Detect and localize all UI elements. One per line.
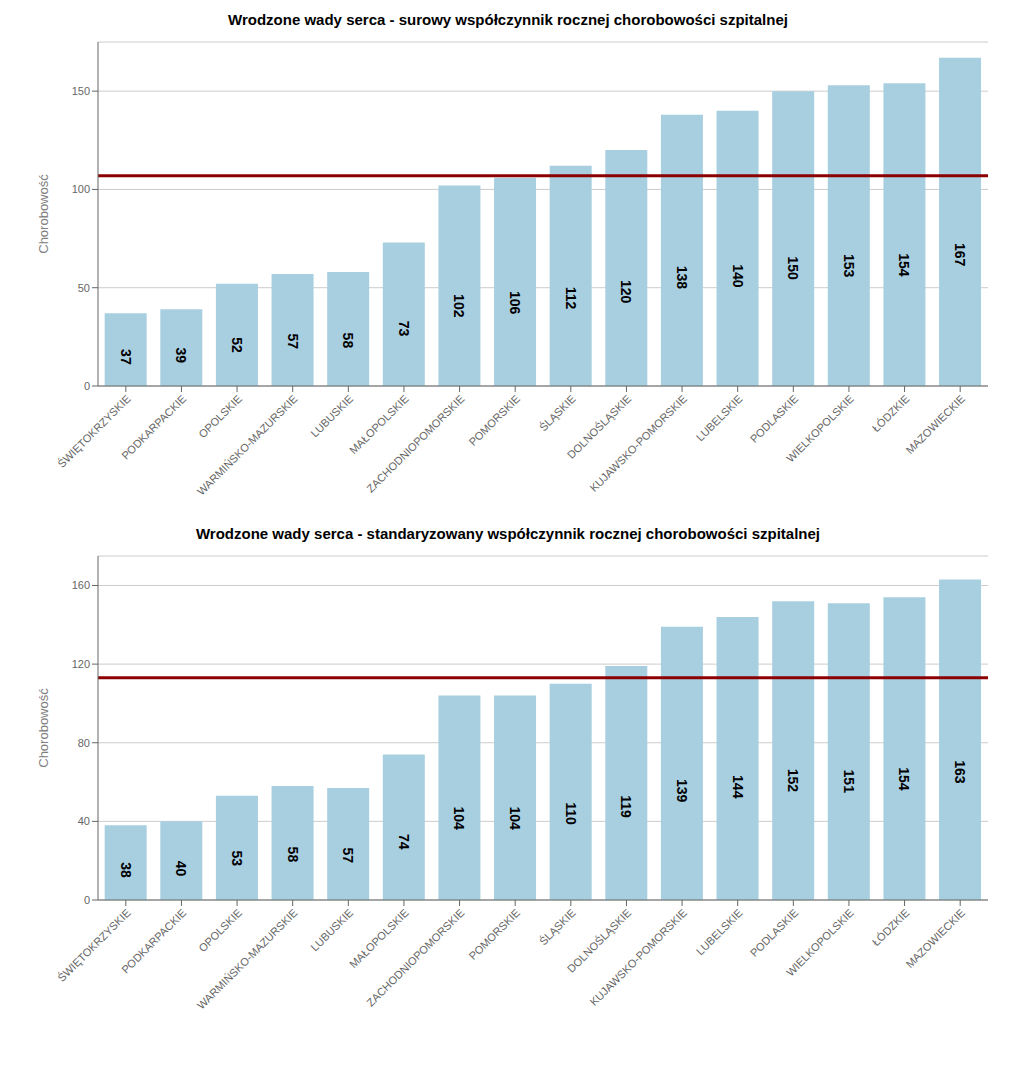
- svg-text:OPOLSKIE: OPOLSKIE: [196, 392, 244, 440]
- svg-text:104: 104: [451, 807, 467, 831]
- svg-text:144: 144: [730, 775, 746, 799]
- svg-text:110: 110: [563, 802, 579, 825]
- svg-text:58: 58: [285, 847, 301, 863]
- svg-text:139: 139: [674, 779, 690, 803]
- svg-text:Chorobowość: Chorobowość: [36, 174, 51, 254]
- svg-text:167: 167: [952, 243, 968, 267]
- svg-text:39: 39: [173, 348, 189, 364]
- svg-text:57: 57: [285, 333, 301, 349]
- svg-text:112: 112: [563, 287, 579, 310]
- svg-text:ŚLĄSKIE: ŚLĄSKIE: [537, 392, 578, 433]
- svg-text:WIELKOPOLSKIE: WIELKOPOLSKIE: [784, 906, 856, 978]
- svg-text:MAZOWIECKIE: MAZOWIECKIE: [903, 392, 967, 456]
- svg-text:102: 102: [451, 294, 467, 318]
- svg-text:153: 153: [841, 254, 857, 278]
- svg-text:52: 52: [229, 337, 245, 353]
- svg-text:40: 40: [78, 815, 90, 827]
- svg-text:74: 74: [396, 834, 412, 850]
- svg-text:PODLASKIE: PODLASKIE: [748, 906, 801, 959]
- svg-text:104: 104: [507, 807, 523, 831]
- svg-text:57: 57: [340, 847, 356, 863]
- svg-text:154: 154: [896, 253, 912, 277]
- svg-text:PODKARPACKIE: PODKARPACKIE: [119, 392, 188, 461]
- svg-text:120: 120: [72, 658, 90, 670]
- svg-text:ŚWIĘTOKRZYSKIE: ŚWIĘTOKRZYSKIE: [55, 906, 132, 983]
- svg-text:38: 38: [118, 862, 134, 878]
- svg-text:119: 119: [618, 795, 634, 818]
- svg-text:ŚWIĘTOKRZYSKIE: ŚWIĘTOKRZYSKIE: [55, 392, 132, 469]
- svg-text:ZACHODNIOPOMORSKIE: ZACHODNIOPOMORSKIE: [364, 392, 466, 494]
- svg-text:PODLASKIE: PODLASKIE: [748, 392, 801, 445]
- svg-text:LUBUSKIE: LUBUSKIE: [308, 906, 355, 953]
- svg-text:ŚLĄSKIE: ŚLĄSKIE: [537, 906, 578, 947]
- svg-text:ŁÓDZKIE: ŁÓDZKIE: [870, 906, 912, 948]
- html-text:Wrodzone wady serca - standary: Wrodzone wady serca - standaryzowany wsp…: [196, 525, 820, 542]
- svg-text:80: 80: [78, 737, 90, 749]
- svg-text:MAŁOPOLSKIE: MAŁOPOLSKIE: [347, 392, 411, 456]
- svg-text:150: 150: [785, 256, 801, 280]
- svg-text:DOLNOŚLĄSKIE: DOLNOŚLĄSKIE: [564, 392, 634, 461]
- svg-text:154: 154: [896, 767, 912, 791]
- svg-text:ŁÓDZKIE: ŁÓDZKIE: [870, 392, 912, 434]
- svg-text:53: 53: [229, 851, 245, 867]
- svg-text:LUBELSKIE: LUBELSKIE: [694, 392, 745, 443]
- svg-text:58: 58: [340, 333, 356, 349]
- svg-text:0: 0: [84, 894, 90, 906]
- svg-text:163: 163: [952, 760, 968, 784]
- svg-text:WARMIŃSKO-MAZURSKIE: WARMIŃSKO-MAZURSKIE: [195, 906, 300, 1011]
- svg-text:ZACHODNIOPOMORSKIE: ZACHODNIOPOMORSKIE: [364, 906, 466, 1008]
- svg-text:0: 0: [84, 380, 90, 392]
- svg-text:50: 50: [78, 282, 90, 294]
- svg-text:140: 140: [730, 264, 746, 288]
- svg-text:152: 152: [785, 769, 801, 793]
- svg-text:KUJAWSKO-POMORSKIE: KUJAWSKO-POMORSKIE: [587, 906, 689, 1008]
- svg-text:150: 150: [72, 85, 90, 97]
- svg-text:151: 151: [841, 770, 857, 794]
- svg-text:OPOLSKIE: OPOLSKIE: [196, 906, 244, 954]
- svg-text:37: 37: [118, 349, 134, 365]
- svg-text:KUJAWSKO-POMORSKIE: KUJAWSKO-POMORSKIE: [587, 392, 689, 494]
- svg-text:160: 160: [72, 579, 90, 591]
- html-text:Wrodzone wady serca - surowy w: Wrodzone wady serca - surowy współczynni…: [228, 11, 788, 28]
- svg-text:MAŁOPOLSKIE: MAŁOPOLSKIE: [347, 906, 411, 970]
- svg-text:LUBUSKIE: LUBUSKIE: [308, 392, 355, 439]
- svg-text:40: 40: [173, 861, 189, 877]
- svg-text:106: 106: [507, 291, 523, 315]
- svg-text:73: 73: [396, 321, 412, 337]
- svg-text:WIELKOPOLSKIE: WIELKOPOLSKIE: [784, 392, 856, 464]
- svg-text:MAZOWIECKIE: MAZOWIECKIE: [903, 906, 967, 970]
- svg-text:Chorobowość: Chorobowość: [36, 688, 51, 768]
- svg-text:138: 138: [674, 266, 690, 290]
- svg-text:120: 120: [618, 280, 634, 304]
- svg-text:DOLNOŚLĄSKIE: DOLNOŚLĄSKIE: [564, 906, 634, 975]
- svg-text:WARMIŃSKO-MAZURSKIE: WARMIŃSKO-MAZURSKIE: [195, 392, 300, 497]
- svg-text:POMORSKIE: POMORSKIE: [467, 906, 523, 962]
- svg-text:100: 100: [72, 183, 90, 195]
- svg-text:LUBELSKIE: LUBELSKIE: [694, 906, 745, 957]
- svg-text:PODKARPACKIE: PODKARPACKIE: [119, 906, 188, 975]
- svg-text:POMORSKIE: POMORSKIE: [467, 392, 523, 448]
